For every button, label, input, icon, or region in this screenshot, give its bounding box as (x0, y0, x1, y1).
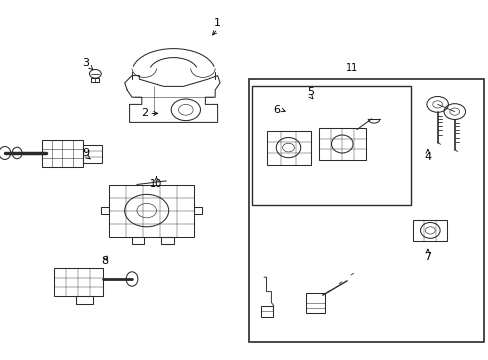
Text: 10: 10 (150, 179, 163, 189)
Bar (54, 268, 102, 296)
Bar (83, 145, 102, 163)
Bar (266, 131, 310, 165)
Bar (249, 79, 483, 342)
Text: 7: 7 (424, 252, 430, 262)
Text: 2: 2 (141, 108, 147, 118)
Bar (108, 185, 194, 237)
Bar (76, 296, 93, 304)
Bar (412, 220, 447, 241)
Bar (251, 86, 410, 205)
Bar (102, 207, 109, 214)
Bar (91, 78, 99, 82)
Bar (194, 207, 201, 214)
Text: 8: 8 (102, 256, 108, 266)
Bar (318, 128, 365, 160)
Text: 3: 3 (82, 58, 89, 68)
Text: 4: 4 (424, 152, 430, 162)
Bar (305, 293, 325, 313)
Bar (41, 140, 83, 167)
Text: 6: 6 (272, 105, 279, 115)
Text: 11: 11 (345, 63, 358, 73)
Bar (161, 237, 173, 244)
Text: 1: 1 (214, 18, 221, 28)
Bar (260, 306, 272, 317)
Bar (132, 237, 144, 244)
Text: 5: 5 (306, 87, 313, 97)
Text: 9: 9 (82, 148, 89, 158)
